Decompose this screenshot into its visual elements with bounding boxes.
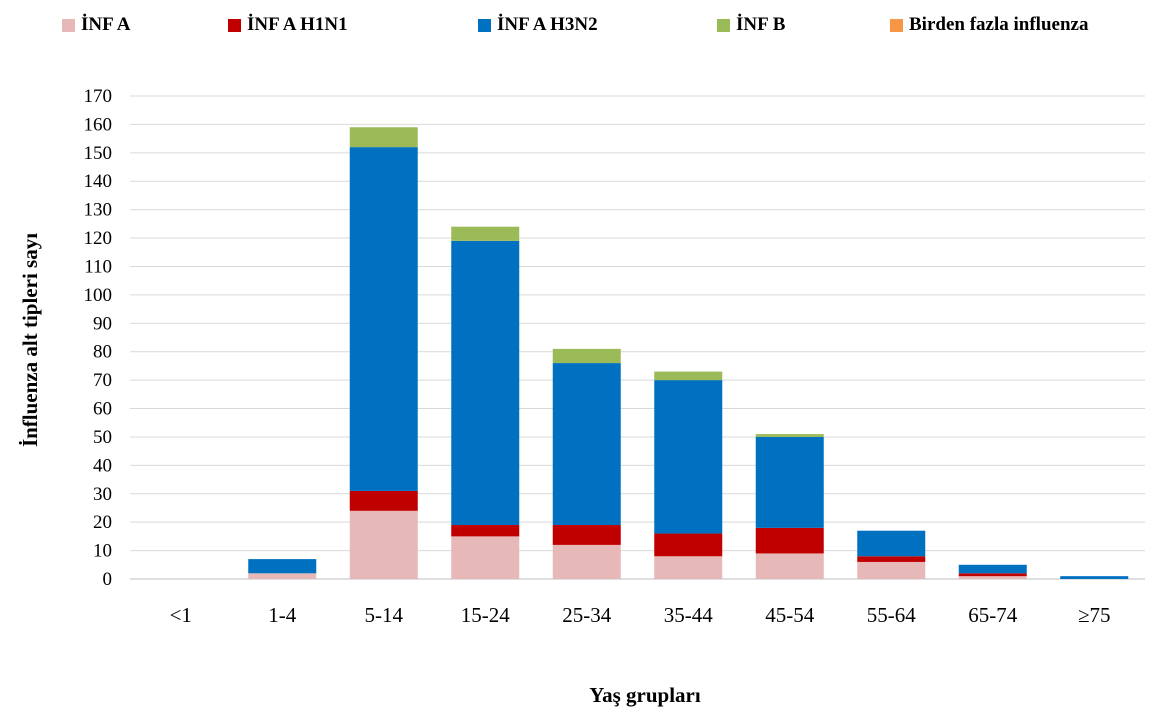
legend-item-birden-fazla: Birden fazla influenza	[890, 14, 1088, 36]
bar-segment	[755, 436, 824, 528]
bar-segment	[552, 525, 621, 545]
legend-label-birden-fazla: Birden fazla influenza	[909, 14, 1089, 35]
bar-segment	[552, 348, 621, 364]
y-tick-label: 150	[84, 143, 113, 164]
bar-segment	[654, 380, 723, 534]
legend-label-inf-a-h3n2: İNF A H3N2	[497, 14, 598, 35]
legend-item-inf-a: İNF A	[62, 14, 130, 36]
legend: İNF A İNF A H1N1 İNF A H3N2 İNF B Birden…	[0, 6, 1175, 40]
bar-segment	[451, 226, 520, 241]
bar-segment	[248, 573, 317, 579]
legend-swatch-inf-a	[62, 18, 75, 32]
x-tick-labels: <1 1-4 5-14 15-24 25-34 35-44 45-54 55-64 65-74 ≥…	[170, 603, 1111, 627]
y-tick-label: 20	[93, 512, 112, 533]
gridlines	[130, 95, 1145, 580]
y-tick-label: 140	[84, 171, 113, 192]
bar-segment	[755, 434, 824, 437]
legend-swatch-inf-a-h1n1	[228, 18, 241, 32]
y-tick-label: 70	[93, 370, 112, 391]
x-tick-label: 45-54	[765, 603, 814, 627]
legend-swatch-inf-a-h3n2	[478, 18, 491, 32]
y-tick-labels: 0 10 20 30 40 50 60 70 80 90 100 110 120 130 140 150 160…	[84, 86, 113, 590]
legend-item-inf-b: İNF B	[717, 14, 785, 36]
y-tick-label: 40	[93, 455, 112, 476]
bar-segment	[552, 363, 621, 526]
y-tick-label: 10	[93, 541, 112, 562]
bar-segment	[857, 561, 926, 579]
legend-swatch-inf-b	[717, 18, 730, 32]
bar-segment	[1060, 576, 1129, 579]
x-tick-label: <1	[170, 603, 192, 627]
legend-item-inf-a-h3n2: İNF A H3N2	[478, 14, 598, 36]
legend-label-inf-a-h1n1: İNF A H1N1	[247, 14, 348, 35]
bar-segment	[552, 544, 621, 579]
y-tick-label: 170	[84, 86, 113, 107]
x-tick-label: 25-34	[562, 603, 611, 627]
bar-segment	[958, 576, 1027, 579]
y-tick-label: 0	[103, 569, 113, 590]
bar-segment	[755, 553, 824, 579]
y-axis-title: İnfluenza alt tipleri sayı	[18, 233, 42, 447]
legend-item-inf-a-h1n1: İNF A H1N1	[228, 14, 348, 36]
bar-segment	[451, 240, 520, 526]
bar-segment	[349, 510, 418, 579]
y-tick-label: 160	[84, 114, 113, 135]
legend-label-inf-a: İNF A	[81, 14, 131, 35]
bar-segment	[857, 530, 926, 557]
bar-segment	[654, 556, 723, 579]
bar-segment	[958, 573, 1027, 577]
bar-segment	[349, 147, 418, 491]
bar-segment	[349, 127, 418, 148]
legend-label-inf-b: İNF B	[736, 14, 786, 35]
x-tick-label: 5-14	[365, 603, 404, 627]
x-tick-label: 55-64	[867, 603, 916, 627]
x-tick-label: ≥75	[1078, 603, 1111, 627]
bars	[248, 127, 1129, 579]
bar-segment	[755, 527, 824, 554]
legend-swatch-birden-fazla	[890, 18, 903, 32]
y-tick-label: 130	[84, 200, 113, 221]
x-tick-label: 65-74	[968, 603, 1017, 627]
bar-segment	[349, 490, 418, 511]
x-tick-label: 35-44	[664, 603, 713, 627]
y-tick-label: 50	[93, 427, 112, 448]
y-tick-label: 30	[93, 484, 112, 505]
bar-segment	[958, 564, 1027, 574]
bar-segment	[857, 556, 926, 562]
bar-segment	[248, 559, 317, 574]
y-tick-label: 100	[84, 285, 113, 306]
y-tick-label: 80	[93, 342, 112, 363]
x-axis-title: Yaş grupları	[589, 683, 701, 707]
x-tick-label: 1-4	[268, 603, 296, 627]
y-tick-label: 90	[93, 313, 112, 334]
y-tick-label: 110	[84, 256, 112, 277]
bar-segment	[654, 533, 723, 557]
y-tick-label: 120	[84, 228, 113, 249]
bar-segment	[451, 525, 520, 537]
y-tick-label: 60	[93, 399, 112, 420]
bar-segment	[654, 371, 723, 381]
x-tick-label: 15-24	[461, 603, 510, 627]
bar-segment	[451, 536, 520, 579]
